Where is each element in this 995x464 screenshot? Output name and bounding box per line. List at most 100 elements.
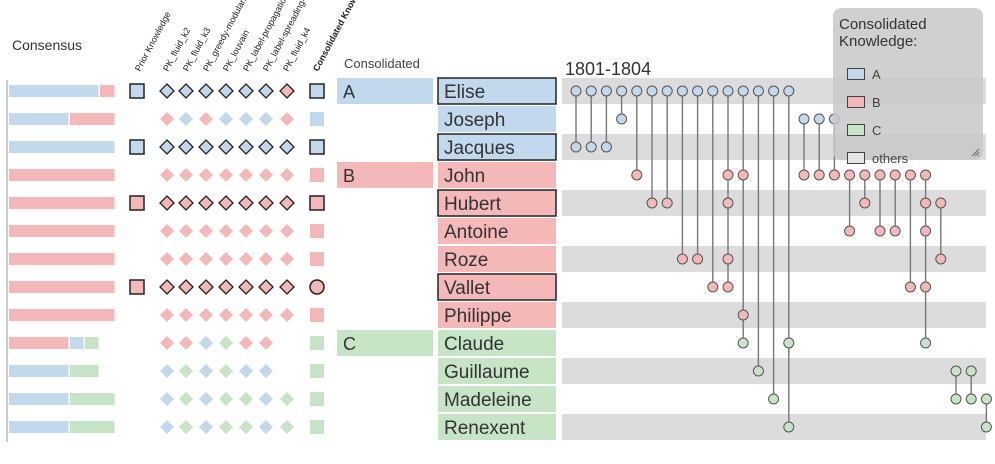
event-node[interactable] — [950, 365, 962, 377]
method-diamond — [179, 336, 193, 350]
legend-item-a[interactable]: A — [839, 60, 975, 88]
event-node[interactable] — [965, 365, 977, 377]
event-node[interactable] — [768, 393, 780, 405]
event-node[interactable] — [737, 85, 749, 97]
event-node[interactable] — [661, 85, 673, 97]
person-name-box[interactable] — [437, 273, 557, 301]
event-node[interactable] — [737, 337, 749, 349]
person-name-box[interactable] — [438, 330, 556, 356]
event-node[interactable] — [920, 337, 932, 349]
event-node[interactable] — [737, 309, 749, 321]
event-node[interactable] — [935, 197, 947, 209]
event-node[interactable] — [722, 169, 734, 181]
event-node[interactable] — [752, 365, 764, 377]
person-name-box[interactable] — [437, 133, 557, 161]
event-node[interactable] — [722, 281, 734, 293]
event-node[interactable] — [798, 169, 810, 181]
legend-panel[interactable]: Consolidated Knowledge: A B C others — [833, 8, 983, 166]
event-node[interactable] — [813, 113, 825, 125]
method-diamond — [198, 83, 214, 99]
event-node[interactable] — [676, 253, 688, 265]
event-node[interactable] — [980, 421, 992, 433]
event-node[interactable] — [585, 85, 597, 97]
method-diamond — [179, 308, 193, 322]
event-node[interactable] — [920, 197, 932, 209]
event-node[interactable] — [980, 393, 992, 405]
event-node[interactable] — [859, 197, 871, 209]
legend-item-b[interactable]: B — [839, 88, 975, 116]
event-node[interactable] — [783, 337, 795, 349]
person-name-box[interactable] — [438, 414, 556, 440]
method-diamond — [259, 224, 273, 238]
person-name-box[interactable] — [437, 189, 557, 217]
person-name-box[interactable] — [438, 386, 556, 412]
event-node[interactable] — [707, 281, 719, 293]
event-node[interactable] — [600, 141, 612, 153]
consensus-bar-segment — [9, 85, 99, 97]
event-node[interactable] — [965, 393, 977, 405]
event-node[interactable] — [783, 85, 795, 97]
event-node[interactable] — [722, 253, 734, 265]
event-node[interactable] — [585, 141, 597, 153]
event-node[interactable] — [768, 85, 780, 97]
method-diamond — [280, 392, 294, 406]
legend-item-c[interactable]: C — [839, 116, 975, 144]
event-node[interactable] — [783, 421, 795, 433]
event-node[interactable] — [646, 85, 658, 97]
legend-swatch-b — [847, 96, 865, 108]
method-diamond — [159, 83, 175, 99]
event-node[interactable] — [874, 169, 886, 181]
event-node[interactable] — [570, 85, 582, 97]
event-node[interactable] — [859, 169, 871, 181]
event-node[interactable] — [616, 113, 628, 125]
person-name-box[interactable] — [437, 77, 557, 105]
event-node[interactable] — [904, 281, 916, 293]
event-node[interactable] — [692, 253, 704, 265]
method-diamond — [160, 168, 174, 182]
event-node[interactable] — [722, 85, 734, 97]
person-name-box[interactable] — [438, 302, 556, 328]
method-diamond — [219, 112, 233, 126]
event-node[interactable] — [920, 169, 932, 181]
event-node[interactable] — [813, 169, 825, 181]
event-node[interactable] — [631, 169, 643, 181]
event-node[interactable] — [874, 225, 886, 237]
event-node[interactable] — [646, 197, 658, 209]
method-diamond — [238, 195, 254, 211]
event-node[interactable] — [661, 197, 673, 209]
prior-knowledge-square — [129, 139, 145, 155]
legend-item-others[interactable]: others — [839, 144, 975, 172]
event-node[interactable] — [570, 141, 582, 153]
event-node[interactable] — [844, 225, 856, 237]
person-name-box[interactable] — [438, 246, 556, 272]
event-node[interactable] — [828, 169, 840, 181]
group-label-box[interactable] — [337, 330, 433, 356]
event-node[interactable] — [616, 85, 628, 97]
person-name-box[interactable] — [438, 162, 556, 188]
event-node[interactable] — [676, 85, 688, 97]
event-node[interactable] — [920, 225, 932, 237]
event-node[interactable] — [889, 225, 901, 237]
event-node[interactable] — [798, 113, 810, 125]
group-label-box[interactable] — [337, 78, 433, 104]
person-name-box[interactable] — [438, 358, 556, 384]
event-node[interactable] — [889, 169, 901, 181]
method-diamond — [239, 336, 253, 350]
event-node[interactable] — [722, 197, 734, 209]
event-node[interactable] — [844, 169, 856, 181]
event-node[interactable] — [920, 281, 932, 293]
group-label-box[interactable] — [337, 162, 433, 188]
method-diamond — [198, 195, 214, 211]
event-node[interactable] — [707, 85, 719, 97]
event-node[interactable] — [631, 85, 643, 97]
resize-grip-icon[interactable] — [971, 148, 980, 157]
event-node[interactable] — [600, 85, 612, 97]
person-name-box[interactable] — [438, 106, 556, 132]
person-name-box[interactable] — [438, 218, 556, 244]
event-node[interactable] — [935, 253, 947, 265]
event-node[interactable] — [692, 85, 704, 97]
event-node[interactable] — [904, 169, 916, 181]
event-node[interactable] — [950, 393, 962, 405]
event-node[interactable] — [737, 169, 749, 181]
event-node[interactable] — [752, 85, 764, 97]
